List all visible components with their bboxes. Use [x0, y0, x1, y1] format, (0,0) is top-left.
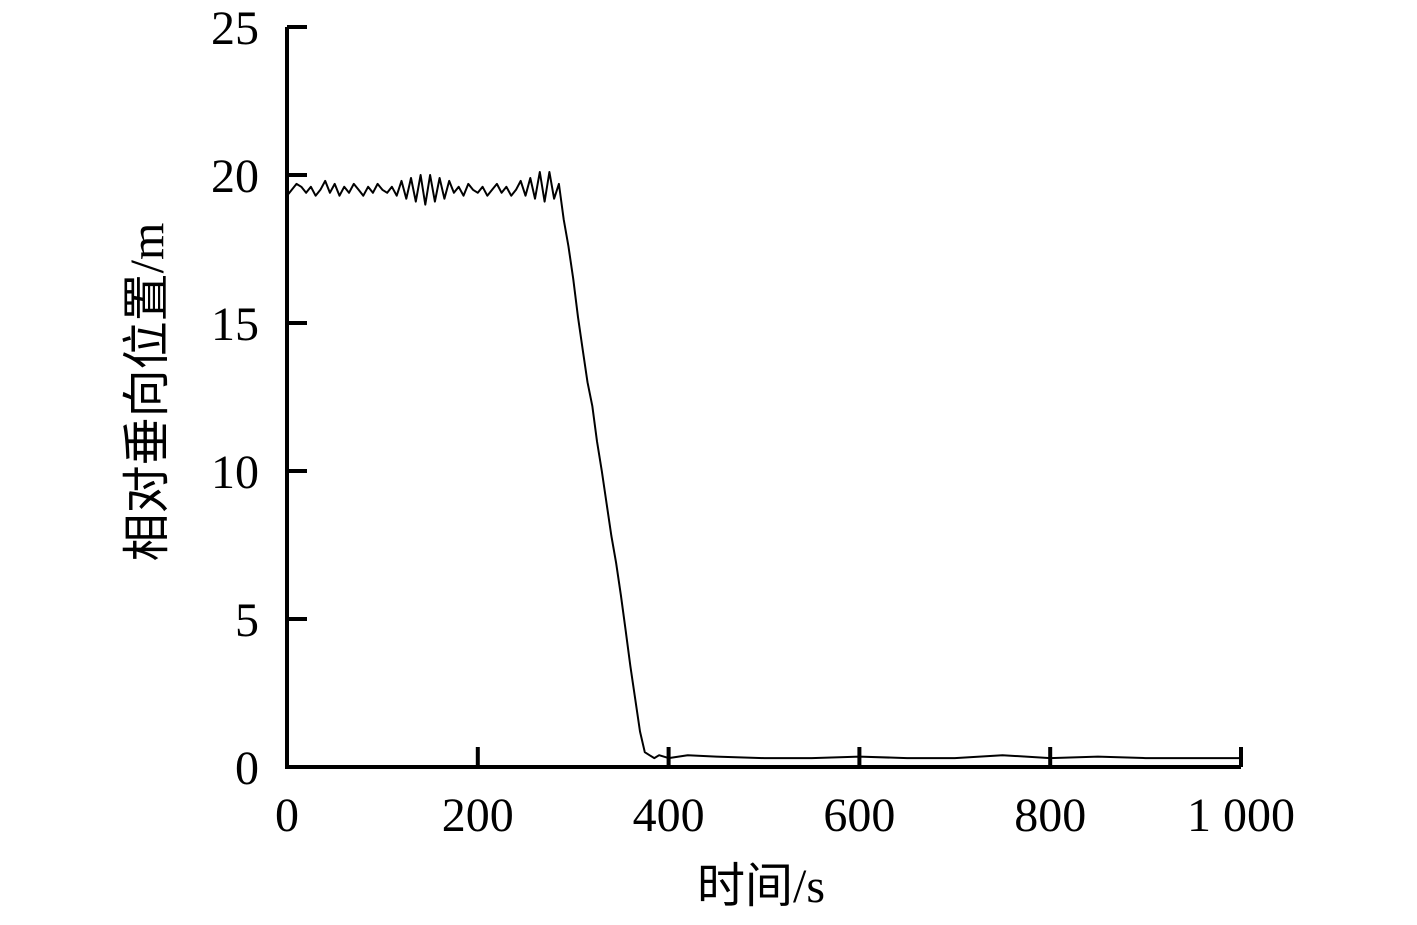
y-tick-label: 25 [211, 2, 259, 55]
y-axis-ticks: 0 5 10 15 20 25 [211, 2, 307, 795]
y-axis-label: 相对垂向位置/m [121, 223, 174, 562]
y-tick-label: 10 [211, 446, 259, 499]
axes [285, 27, 1241, 769]
x-tick-label: 400 [633, 789, 705, 842]
series-line [286, 171, 1241, 760]
y-tick-label: 15 [211, 298, 259, 351]
x-axis-ticks: 0 200 400 600 800 1 000 [275, 747, 1295, 842]
x-axis-label: 时间/s [697, 860, 825, 913]
x-tick-label: 1 000 [1187, 789, 1295, 842]
y-tick-label: 0 [235, 742, 259, 795]
x-tick-label: 200 [442, 789, 514, 842]
y-tick-label: 5 [235, 594, 259, 647]
x-tick-label: 0 [275, 789, 299, 842]
x-tick-label: 800 [1014, 789, 1086, 842]
x-tick-label: 600 [823, 789, 895, 842]
y-tick-label: 20 [211, 150, 259, 203]
